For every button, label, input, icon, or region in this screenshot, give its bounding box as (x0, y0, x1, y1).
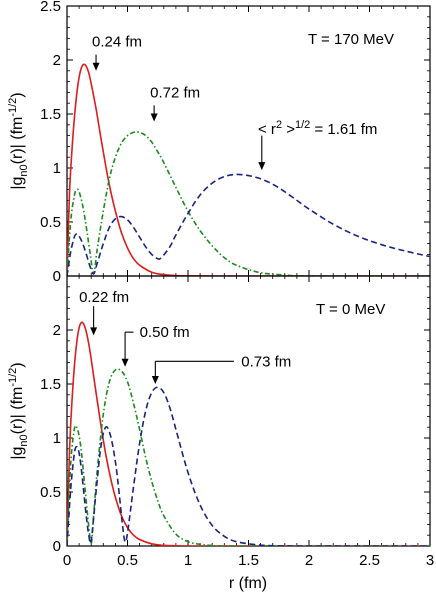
y-tick-label: 0 (53, 268, 61, 285)
y-tick-label: 2 (53, 52, 61, 69)
annotation-arrow-head (151, 376, 159, 384)
panel-top-condition-label: T = 170 MeV (308, 31, 394, 48)
panel-bottom: 00.511.52 0 0.5 1 1.5 2 2.5 3 0.22 fm0.50 fm0.… (7, 275, 434, 592)
y-tick-label: 1 (53, 160, 61, 177)
annotation-label: 0.72 fm (150, 84, 200, 101)
annotation-label: 0.24 fm (92, 34, 142, 51)
y-tick-label: 2.5 (40, 0, 61, 15)
annotation-arrow-head (121, 358, 129, 367)
annotation-label: 0.50 fm (140, 324, 190, 341)
rms-value: 1.61 fm (327, 121, 377, 138)
annotation-arrow-head (90, 327, 98, 336)
x-tick-label: 0.5 (117, 552, 138, 569)
panel-bottom-x-ticks: 0 0.5 1 1.5 2 2.5 3 (63, 276, 434, 569)
panel-top-y-axis-label: |gn0(r)| (fm-1/2) (7, 92, 30, 189)
annotation-arrow-head (258, 162, 266, 171)
x-axis-label: r (fm) (229, 575, 267, 592)
series-line-dashed (67, 173, 430, 276)
series-line-dotdash (67, 131, 430, 276)
annotation-arrow-head (150, 113, 158, 122)
series-line-dotdash (67, 368, 430, 546)
rms-eq: = (310, 121, 327, 138)
x-tick-label: 1.5 (238, 552, 259, 569)
series-line-dashed (67, 386, 430, 546)
series-line-solid (67, 63, 430, 276)
panel-top: 00.511.522.5 0.24 fm0.72 fm T = 170 MeV … (7, 0, 431, 285)
rms-close: > (282, 121, 295, 138)
panel-bottom-series (67, 321, 430, 546)
annotation-arrow-head (92, 62, 100, 71)
y-tick-label: 0.5 (40, 484, 61, 501)
y-tick-label: 1 (53, 430, 61, 447)
y-tick-label: 0.5 (40, 214, 61, 231)
panel-top-series (67, 63, 430, 276)
panel-top-rms-label: < r2 >1/2 = 1.61 fm (258, 119, 377, 138)
panel-bottom-annotations: 0.22 fm 0.50 fm 0.73 fm (79, 289, 291, 384)
series-line-solid (67, 321, 430, 546)
rms-sup1: 2 (276, 119, 282, 131)
panel-top-y-ticks: 0 0.5 1 1.5 2 2.5 (40, 0, 430, 285)
x-tick-label: 2 (305, 552, 313, 569)
annotation-label: 0.73 fm (241, 353, 291, 370)
annotation-label: 0.22 fm (79, 289, 129, 306)
rms-sup2: 1/2 (295, 119, 310, 131)
y-tick-label: 0 (53, 538, 61, 555)
y-tick-label: 1.5 (40, 376, 61, 393)
y-tick-label: 2 (53, 322, 61, 339)
x-tick-label: 2.5 (359, 552, 380, 569)
x-tick-label: 0 (63, 552, 71, 569)
x-tick-label: 1 (184, 552, 192, 569)
panel-top-annotations: 0.24 fm 0.72 fm (92, 34, 266, 171)
panel-bottom-y-axis-label: |gn0(r)| (fm-1/2) (7, 362, 30, 459)
x-tick-label: 3 (426, 552, 434, 569)
y-tick-label: 1.5 (40, 106, 61, 123)
panel-bottom-condition-label: T = 0 MeV (316, 301, 385, 318)
rms-open: < r (258, 121, 276, 138)
